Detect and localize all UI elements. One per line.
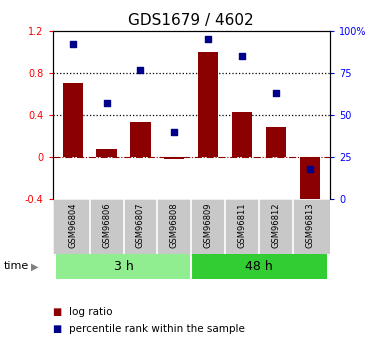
Text: 3 h: 3 h <box>114 260 134 273</box>
Point <box>70 42 76 47</box>
Point <box>205 37 211 42</box>
Bar <box>63 83 83 157</box>
Point <box>171 129 177 135</box>
Bar <box>164 157 184 159</box>
Text: GSM96813: GSM96813 <box>305 202 314 248</box>
Point <box>273 90 279 96</box>
Bar <box>198 52 218 157</box>
Text: GSM96807: GSM96807 <box>136 202 145 248</box>
Bar <box>266 127 286 157</box>
Text: GSM96811: GSM96811 <box>237 202 246 248</box>
Text: GSM96806: GSM96806 <box>102 202 111 248</box>
Text: GSM96812: GSM96812 <box>272 202 280 248</box>
Bar <box>130 122 151 157</box>
Text: GSM96809: GSM96809 <box>204 202 213 248</box>
Text: log ratio: log ratio <box>69 307 113 317</box>
Bar <box>56 254 191 279</box>
Bar <box>191 254 327 279</box>
Point <box>239 53 245 59</box>
Text: GSM96804: GSM96804 <box>68 202 77 248</box>
Text: time: time <box>4 262 29 272</box>
Bar <box>300 157 320 209</box>
Point <box>138 67 144 72</box>
Point <box>307 166 313 171</box>
Text: percentile rank within the sample: percentile rank within the sample <box>69 325 245 334</box>
Text: ▶: ▶ <box>31 262 38 272</box>
Text: GSM96808: GSM96808 <box>170 202 179 248</box>
Text: ■: ■ <box>53 325 62 334</box>
Bar <box>96 149 117 157</box>
Text: 48 h: 48 h <box>245 260 273 273</box>
Title: GDS1679 / 4602: GDS1679 / 4602 <box>128 13 254 29</box>
Bar <box>232 112 252 157</box>
Point <box>104 100 110 106</box>
Text: ■: ■ <box>53 307 62 317</box>
